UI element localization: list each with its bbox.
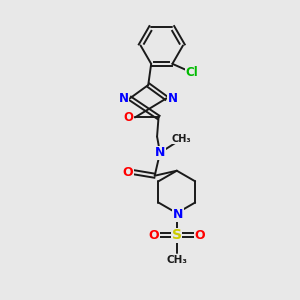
Text: N: N [168, 92, 178, 105]
Text: N: N [118, 92, 128, 105]
Text: O: O [122, 166, 133, 179]
Text: O: O [124, 111, 134, 124]
Text: N: N [173, 208, 184, 221]
Text: O: O [148, 229, 159, 242]
Text: N: N [155, 146, 165, 159]
Text: S: S [172, 228, 182, 242]
Text: Cl: Cl [185, 66, 198, 79]
Text: CH₃: CH₃ [172, 134, 191, 144]
Text: CH₃: CH₃ [166, 255, 187, 265]
Text: O: O [194, 229, 205, 242]
